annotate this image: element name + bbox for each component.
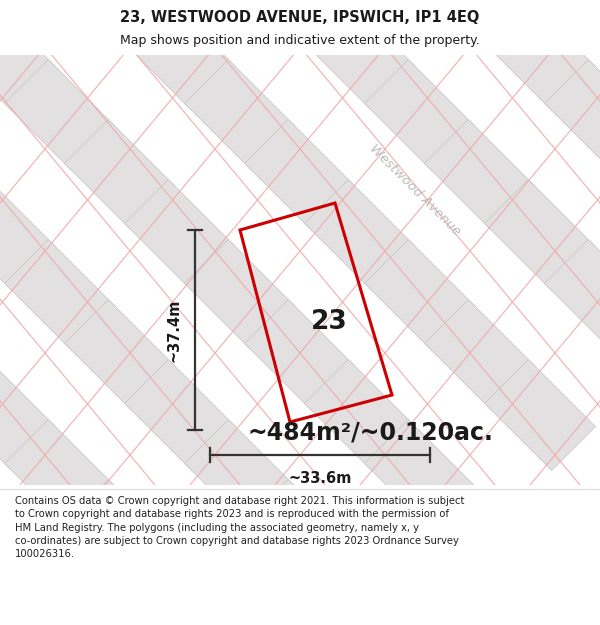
Text: ~37.4m: ~37.4m: [166, 298, 181, 362]
Polygon shape: [0, 359, 56, 471]
Polygon shape: [124, 539, 236, 625]
Polygon shape: [424, 0, 536, 51]
Polygon shape: [424, 119, 536, 231]
Polygon shape: [0, 179, 56, 291]
Polygon shape: [364, 239, 476, 351]
Polygon shape: [184, 239, 296, 351]
Text: ~33.6m: ~33.6m: [289, 471, 352, 486]
Polygon shape: [424, 299, 536, 411]
Polygon shape: [304, 179, 416, 291]
Polygon shape: [304, 0, 416, 111]
Polygon shape: [64, 299, 176, 411]
Polygon shape: [244, 119, 356, 231]
Polygon shape: [184, 59, 296, 171]
Polygon shape: [484, 359, 596, 471]
Polygon shape: [4, 419, 116, 531]
Text: 23: 23: [311, 309, 347, 336]
Text: 23, WESTWOOD AVENUE, IPSWICH, IP1 4EQ: 23, WESTWOOD AVENUE, IPSWICH, IP1 4EQ: [121, 10, 479, 25]
Polygon shape: [64, 479, 176, 591]
Polygon shape: [364, 419, 476, 531]
Polygon shape: [244, 299, 356, 411]
Polygon shape: [64, 0, 176, 51]
Polygon shape: [124, 359, 236, 471]
Polygon shape: [4, 599, 116, 625]
Polygon shape: [124, 0, 236, 111]
Polygon shape: [64, 119, 176, 231]
Polygon shape: [4, 59, 116, 171]
Polygon shape: [364, 59, 476, 171]
Polygon shape: [244, 479, 356, 591]
Polygon shape: [544, 59, 600, 171]
Polygon shape: [0, 0, 56, 111]
Polygon shape: [484, 179, 596, 291]
Text: Contains OS data © Crown copyright and database right 2021. This information is : Contains OS data © Crown copyright and d…: [15, 496, 464, 559]
Polygon shape: [4, 239, 116, 351]
Polygon shape: [244, 0, 356, 51]
Polygon shape: [124, 179, 236, 291]
Text: Map shows position and indicative extent of the property.: Map shows position and indicative extent…: [120, 34, 480, 47]
Polygon shape: [0, 539, 56, 625]
Polygon shape: [544, 239, 600, 351]
Polygon shape: [304, 359, 416, 471]
Polygon shape: [484, 0, 596, 111]
Polygon shape: [184, 419, 296, 531]
Text: ~484m²/~0.120ac.: ~484m²/~0.120ac.: [248, 421, 494, 445]
Text: Westwood Avenue: Westwood Avenue: [367, 142, 463, 238]
